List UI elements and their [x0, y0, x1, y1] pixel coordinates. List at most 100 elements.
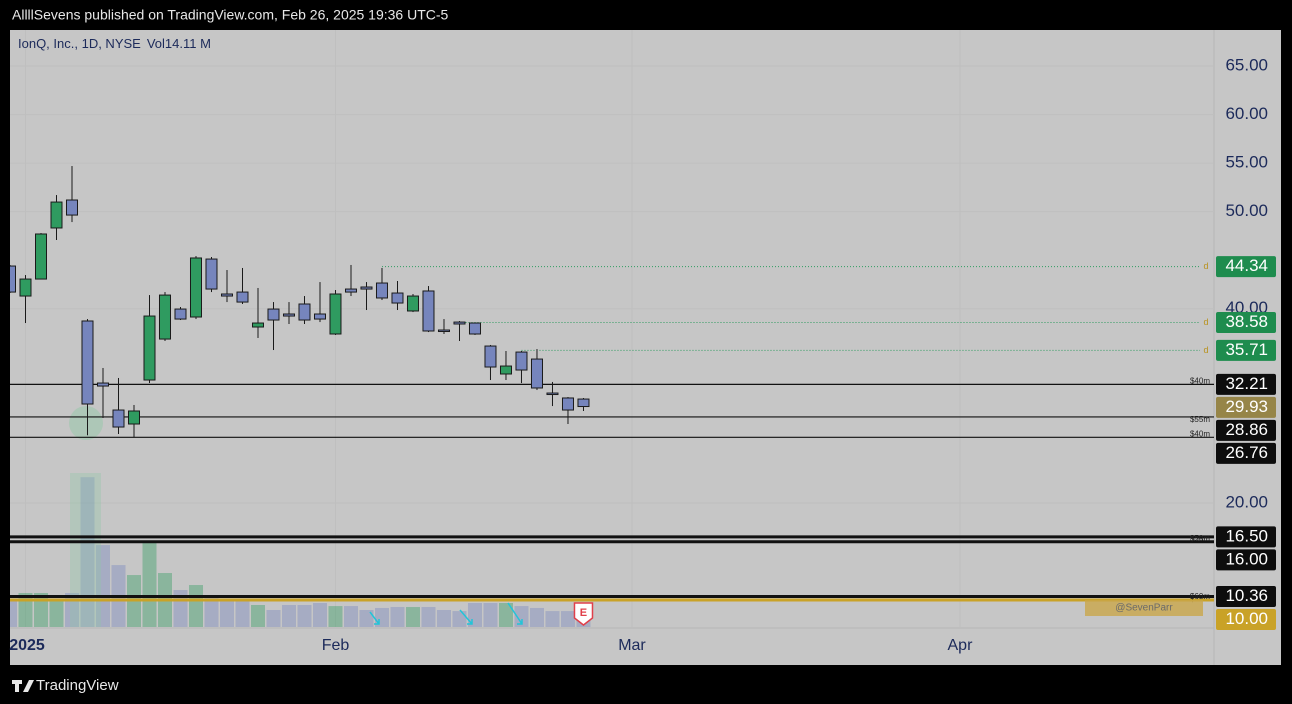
y-tick-label: 50.00: [1225, 201, 1268, 220]
price-label-box: [1216, 256, 1276, 278]
candle-body: [329, 293, 342, 335]
candle-body: [81, 320, 94, 405]
candle-body: [205, 258, 218, 290]
candle-body: [96, 382, 109, 387]
arrow: [459, 609, 473, 625]
volume-bar: [514, 606, 529, 627]
volume-bar: [204, 597, 219, 627]
candle-body: [406, 295, 419, 312]
price-label-box: [1216, 609, 1276, 631]
volume-bar: [18, 593, 33, 627]
price-label: 44.34: [1225, 256, 1268, 275]
candle-body: [50, 201, 63, 229]
price-label: 26.76: [1225, 443, 1268, 462]
candle-body: [422, 290, 435, 332]
candle-body: [546, 392, 559, 396]
level-label: $25m: [1190, 535, 1210, 544]
volume-bar: [219, 600, 234, 627]
low-highlight: [69, 406, 103, 440]
volume-bar: [452, 611, 467, 627]
price-label-box: [1216, 396, 1276, 418]
candle-body: [499, 365, 512, 375]
candle-body: [251, 322, 264, 328]
footer-logo: [12, 680, 34, 692]
level-label: $60m: [1190, 592, 1210, 601]
volume-bar: [483, 602, 498, 627]
x-tick-label: Mar: [618, 637, 646, 654]
price-label: 38.58: [1225, 312, 1268, 331]
symbol-title: IonQ, Inc., 1D, NYSE: [18, 36, 141, 51]
arrow: [507, 602, 523, 625]
price-label: 10.00: [1225, 609, 1268, 628]
price-label: 10.36: [1225, 586, 1268, 605]
candle-body: [236, 291, 249, 303]
volume-bar: [80, 477, 95, 627]
y-tick-label: 60.00: [1225, 104, 1268, 123]
watermark-box: [1085, 600, 1203, 616]
legend: IonQ, Inc., 1D, NYSE Vol14.11 M: [18, 36, 211, 51]
candle-body: [267, 308, 280, 321]
price-label-box: [1216, 373, 1276, 395]
candle-body: [220, 293, 233, 297]
candle-body: [112, 409, 125, 428]
event-marker: [573, 602, 594, 626]
volume-bar: [560, 611, 575, 627]
volume-bar: [421, 607, 436, 627]
level-label: $50m: [1190, 534, 1210, 543]
dotted-level-label: d: [1203, 345, 1208, 355]
dotted-level-label: d: [1203, 317, 1208, 327]
watermark: @SevenParr: [1115, 603, 1173, 614]
level-label: $40m: [1190, 377, 1210, 386]
price-label: 32.21: [1225, 374, 1268, 393]
candle-body: [391, 292, 404, 304]
price-label-box: [1216, 586, 1276, 608]
level-label: $55m: [1190, 415, 1210, 424]
publisher-line: AllllSevens published on TradingView.com…: [12, 7, 449, 23]
y-tick-label: 20.00: [1225, 492, 1268, 511]
price-label-box: [1216, 339, 1276, 361]
volume-label: Vol: [147, 36, 165, 51]
volume-value: 14.11 M: [165, 36, 211, 51]
volume-bar: [405, 607, 420, 627]
volume-bar: [328, 606, 343, 627]
volume-bar: [390, 607, 405, 627]
candle-body: [19, 278, 32, 297]
volume-bar: [359, 610, 374, 627]
volume-bar: [312, 602, 327, 627]
candle-body: [453, 321, 466, 325]
price-label: 35.71: [1225, 340, 1268, 359]
candle-body: [313, 313, 326, 320]
dotted-level-label: d: [1203, 261, 1208, 271]
arrow: [369, 611, 380, 625]
candle-body: [561, 397, 574, 411]
volume-bar: [529, 607, 544, 627]
footer-brand: TradingView: [36, 677, 119, 694]
candle-body: [127, 410, 140, 425]
price-label-box: [1216, 419, 1276, 441]
x-tick-label: 2025: [9, 637, 45, 654]
price-label: 16.00: [1225, 549, 1268, 568]
candle-body: [189, 257, 202, 318]
candle-body: [34, 233, 47, 280]
level-label: $40m: [1190, 429, 1210, 438]
volume-bar: [498, 602, 513, 627]
price-label-box: [1216, 312, 1276, 334]
candle-body: [468, 322, 481, 335]
candle-body: [375, 282, 388, 299]
x-tick-label: Apr: [948, 637, 974, 654]
y-tick-label: 65.00: [1225, 56, 1268, 75]
volume-highlight: [70, 473, 101, 627]
volume-bar: [250, 605, 265, 627]
price-label-box: [1216, 526, 1276, 548]
price-label-box: [1216, 549, 1276, 571]
candle-body: [577, 398, 590, 408]
candle-body: [298, 303, 311, 321]
volume-bar: [545, 611, 560, 627]
candle-body: [65, 199, 78, 216]
volume-bar: [235, 600, 250, 627]
candle-body: [143, 315, 156, 381]
price-label: 28.86: [1225, 420, 1268, 439]
volume-bar: [266, 610, 281, 627]
price-label: 16.50: [1225, 526, 1268, 545]
